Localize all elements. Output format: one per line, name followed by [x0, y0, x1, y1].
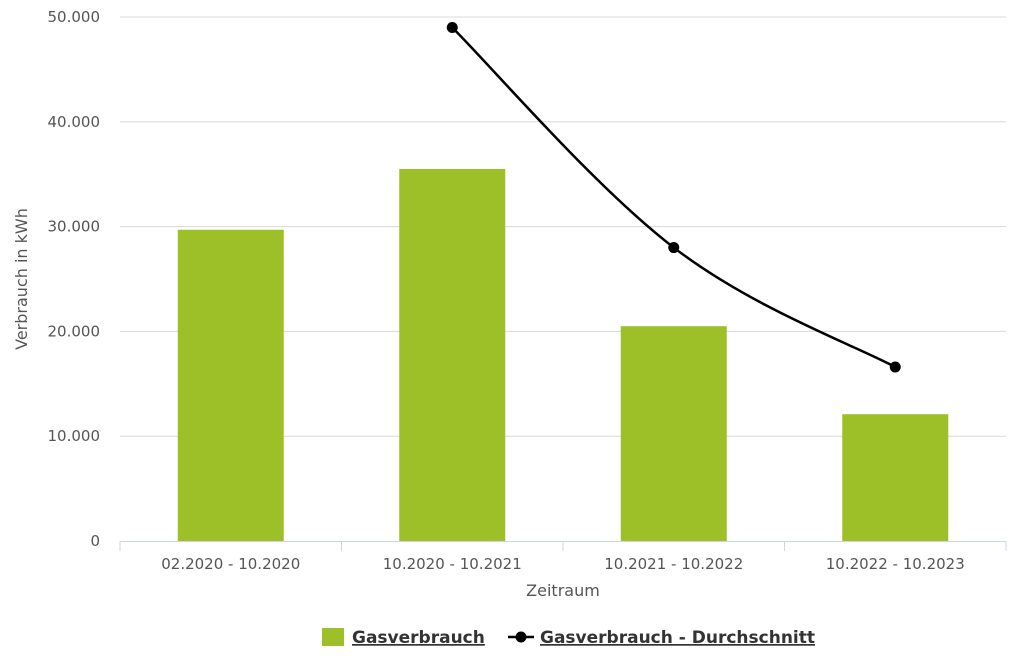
bar[interactable] — [620, 326, 727, 541]
average-line — [451, 26, 896, 369]
line-series — [446, 21, 901, 373]
x-axis-title: Zeitraum — [526, 581, 600, 600]
y-tick-label: 40.000 — [48, 113, 101, 131]
y-tick-label: 10.000 — [48, 427, 101, 445]
x-tick-label: 10.2022 - 10.2023 — [826, 555, 965, 573]
legend-line-marker — [515, 631, 527, 643]
average-point[interactable] — [889, 361, 901, 373]
bar[interactable] — [842, 414, 949, 541]
y-tick-label: 0 — [90, 532, 100, 550]
legend-label-durchschnitt[interactable]: Gasverbrauch - Durchschnitt — [540, 628, 815, 648]
bar-series — [177, 168, 949, 541]
x-tick-label: 10.2020 - 10.2021 — [383, 555, 522, 573]
legend-bar-swatch — [322, 628, 344, 646]
y-tick-label: 50.000 — [48, 8, 101, 26]
y-tick-label: 30.000 — [48, 218, 101, 236]
y-axis-title: Verbrauch in kWh — [12, 208, 31, 350]
legend-item-durchschnitt[interactable]: Gasverbrauch - Durchschnitt — [508, 628, 815, 648]
legend: Gasverbrauch Gasverbrauch - Durchschnitt — [322, 628, 815, 648]
y-tick-label: 20.000 — [48, 322, 101, 340]
legend-item-gasverbrauch[interactable]: Gasverbrauch — [322, 628, 485, 648]
x-tick-label: 10.2021 - 10.2022 — [604, 555, 743, 573]
y-axis-ticks: 0 10.000 20.000 30.000 40.000 50.000 — [48, 8, 101, 550]
average-point[interactable] — [668, 242, 680, 254]
x-axis-ticks: 02.2020 - 10.2020 10.2020 - 10.2021 10.202… — [119, 541, 1007, 573]
average-point[interactable] — [446, 21, 458, 33]
x-tick-label: 02.2020 - 10.2020 — [161, 555, 300, 573]
bar[interactable] — [177, 229, 284, 541]
legend-label-gasverbrauch[interactable]: Gasverbrauch — [352, 628, 485, 648]
bar[interactable] — [399, 168, 506, 541]
